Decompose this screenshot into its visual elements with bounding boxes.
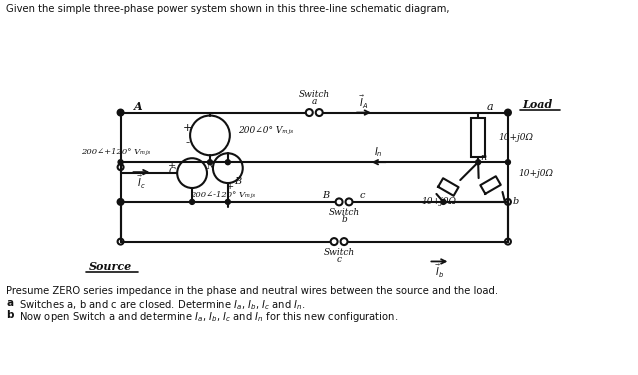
Text: +: + <box>182 123 192 134</box>
Circle shape <box>225 200 230 204</box>
Text: c: c <box>359 191 365 200</box>
Text: $\vec{I}_b$: $\vec{I}_b$ <box>434 263 444 280</box>
Text: +: + <box>168 160 176 170</box>
Text: C: C <box>169 166 175 176</box>
Text: $\vec{I}_c$: $\vec{I}_c$ <box>137 174 146 190</box>
Text: Now open Switch a and determine $I_a$, $I_b$, $I_c$ and $I_n$ for this new confi: Now open Switch a and determine $I_a$, $… <box>19 310 399 324</box>
Text: Switch: Switch <box>323 248 355 257</box>
Text: b: b <box>341 215 347 224</box>
Circle shape <box>207 160 212 165</box>
Circle shape <box>505 110 510 115</box>
Circle shape <box>441 200 446 204</box>
Text: Load: Load <box>523 99 553 110</box>
Text: a: a <box>311 97 317 106</box>
Text: a: a <box>487 102 493 112</box>
Text: -: - <box>185 136 189 149</box>
Circle shape <box>505 160 510 165</box>
Text: B: B <box>323 191 330 200</box>
Circle shape <box>118 200 123 204</box>
Text: Switch: Switch <box>329 208 360 217</box>
Text: $I_n$: $I_n$ <box>375 146 383 159</box>
Text: $\vec{I}_A$: $\vec{I}_A$ <box>359 94 369 111</box>
Text: Presume ZERO series impedance in the phase and neutral wires between the source : Presume ZERO series impedance in the pha… <box>6 286 498 296</box>
Text: a: a <box>6 298 13 308</box>
Text: n: n <box>480 153 486 162</box>
Text: 200∠0° Vₘⱼₛ: 200∠0° Vₘⱼₛ <box>238 126 293 135</box>
Text: Switch: Switch <box>299 90 330 99</box>
Bar <box>471 117 485 157</box>
Text: Source: Source <box>89 261 132 272</box>
Circle shape <box>118 160 123 165</box>
Circle shape <box>118 110 123 115</box>
Text: 10+j0Ω: 10+j0Ω <box>518 169 553 178</box>
Circle shape <box>189 200 195 204</box>
Text: 200∠-120° Vₘⱼₛ: 200∠-120° Vₘⱼₛ <box>190 191 255 199</box>
Text: 200∠+120° Vₘⱼₛ: 200∠+120° Vₘⱼₛ <box>81 148 150 156</box>
Circle shape <box>225 160 230 165</box>
Text: b: b <box>6 310 14 320</box>
Circle shape <box>476 160 480 165</box>
Text: 10+j0Ω: 10+j0Ω <box>498 133 533 142</box>
Text: A: A <box>134 101 143 112</box>
Text: +: + <box>226 182 234 190</box>
Text: b: b <box>513 197 519 206</box>
Text: 10+j0Ω: 10+j0Ω <box>421 197 456 206</box>
Text: Given the simple three-phase power system shown in this three-line schematic dia: Given the simple three-phase power syste… <box>6 4 450 14</box>
Text: B: B <box>234 177 241 186</box>
Text: c: c <box>337 255 341 264</box>
Text: Switches a, b and c are closed. Determine $I_a$, $I_b$, $I_c$ and $I_n$.: Switches a, b and c are closed. Determin… <box>19 298 306 312</box>
Text: N: N <box>206 162 214 171</box>
